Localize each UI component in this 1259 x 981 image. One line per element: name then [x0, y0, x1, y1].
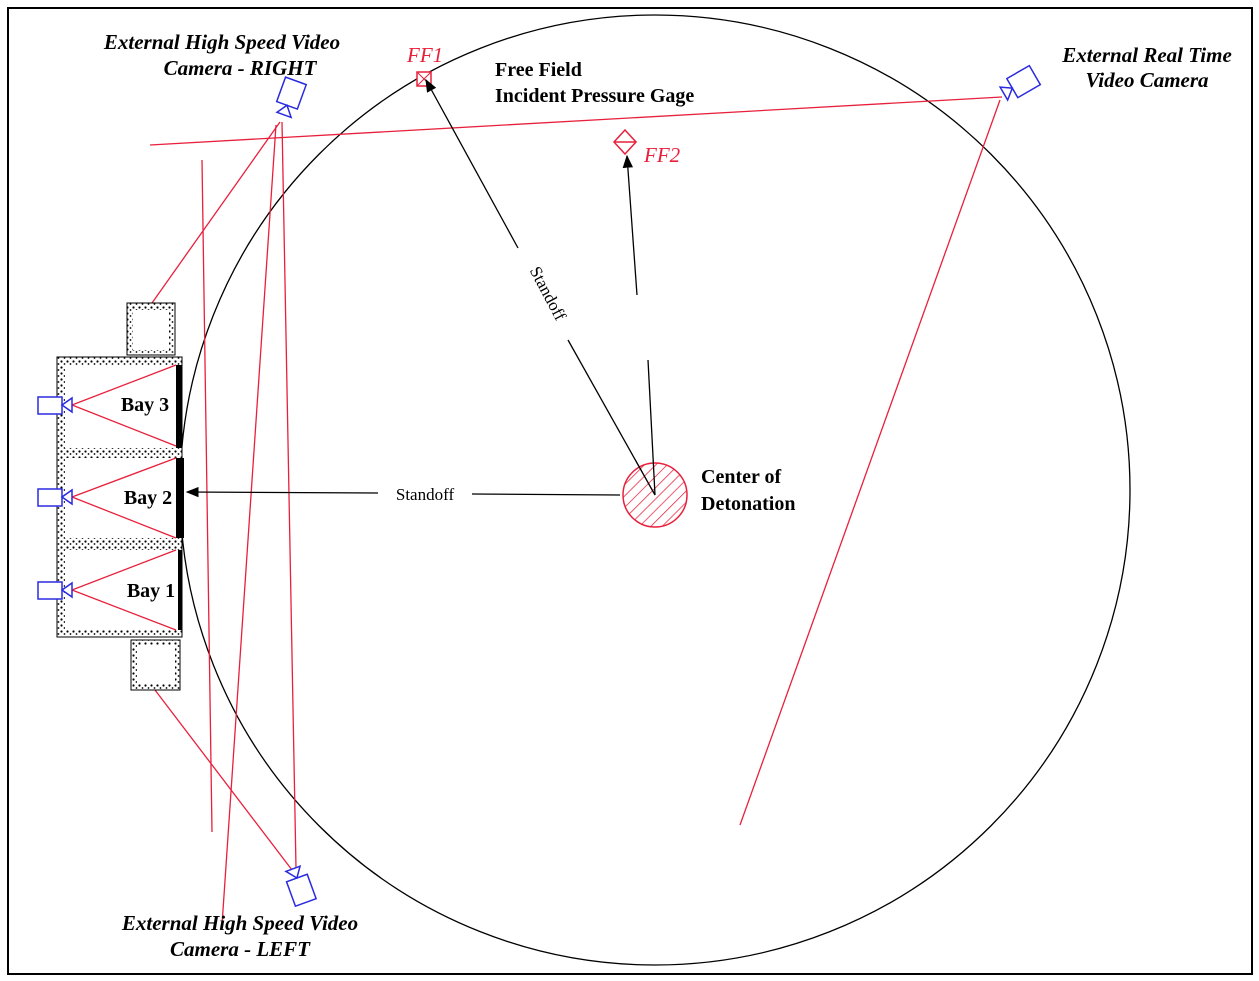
sight-lines: [149, 96, 1003, 926]
frame: [7, 7, 1253, 975]
label: Standoff: [396, 485, 455, 504]
label: External High Speed Video: [103, 30, 340, 54]
label: Video Camera: [1085, 68, 1208, 92]
label: Bay 3: [121, 394, 169, 416]
label: Free Field: [495, 59, 582, 81]
label: Camera - LEFT: [170, 937, 311, 961]
building: [56, 302, 184, 691]
label: Bay 1: [127, 580, 175, 602]
standoff-arrows: [185, 78, 656, 498]
label: FF1: [406, 43, 443, 67]
label: Incident Pressure Gage: [495, 85, 694, 107]
label: External High Speed Video: [121, 911, 358, 935]
label: Camera - RIGHT: [164, 56, 318, 80]
bay-cameras: [37, 396, 73, 600]
label: Bay 2: [124, 487, 172, 509]
label: Detonation: [701, 493, 795, 515]
external-cameras: [275, 64, 1042, 908]
label: FF2: [643, 143, 681, 167]
label: Center of: [701, 466, 781, 488]
label: External Real Time: [1061, 43, 1232, 67]
label: Standoff: [526, 263, 570, 324]
